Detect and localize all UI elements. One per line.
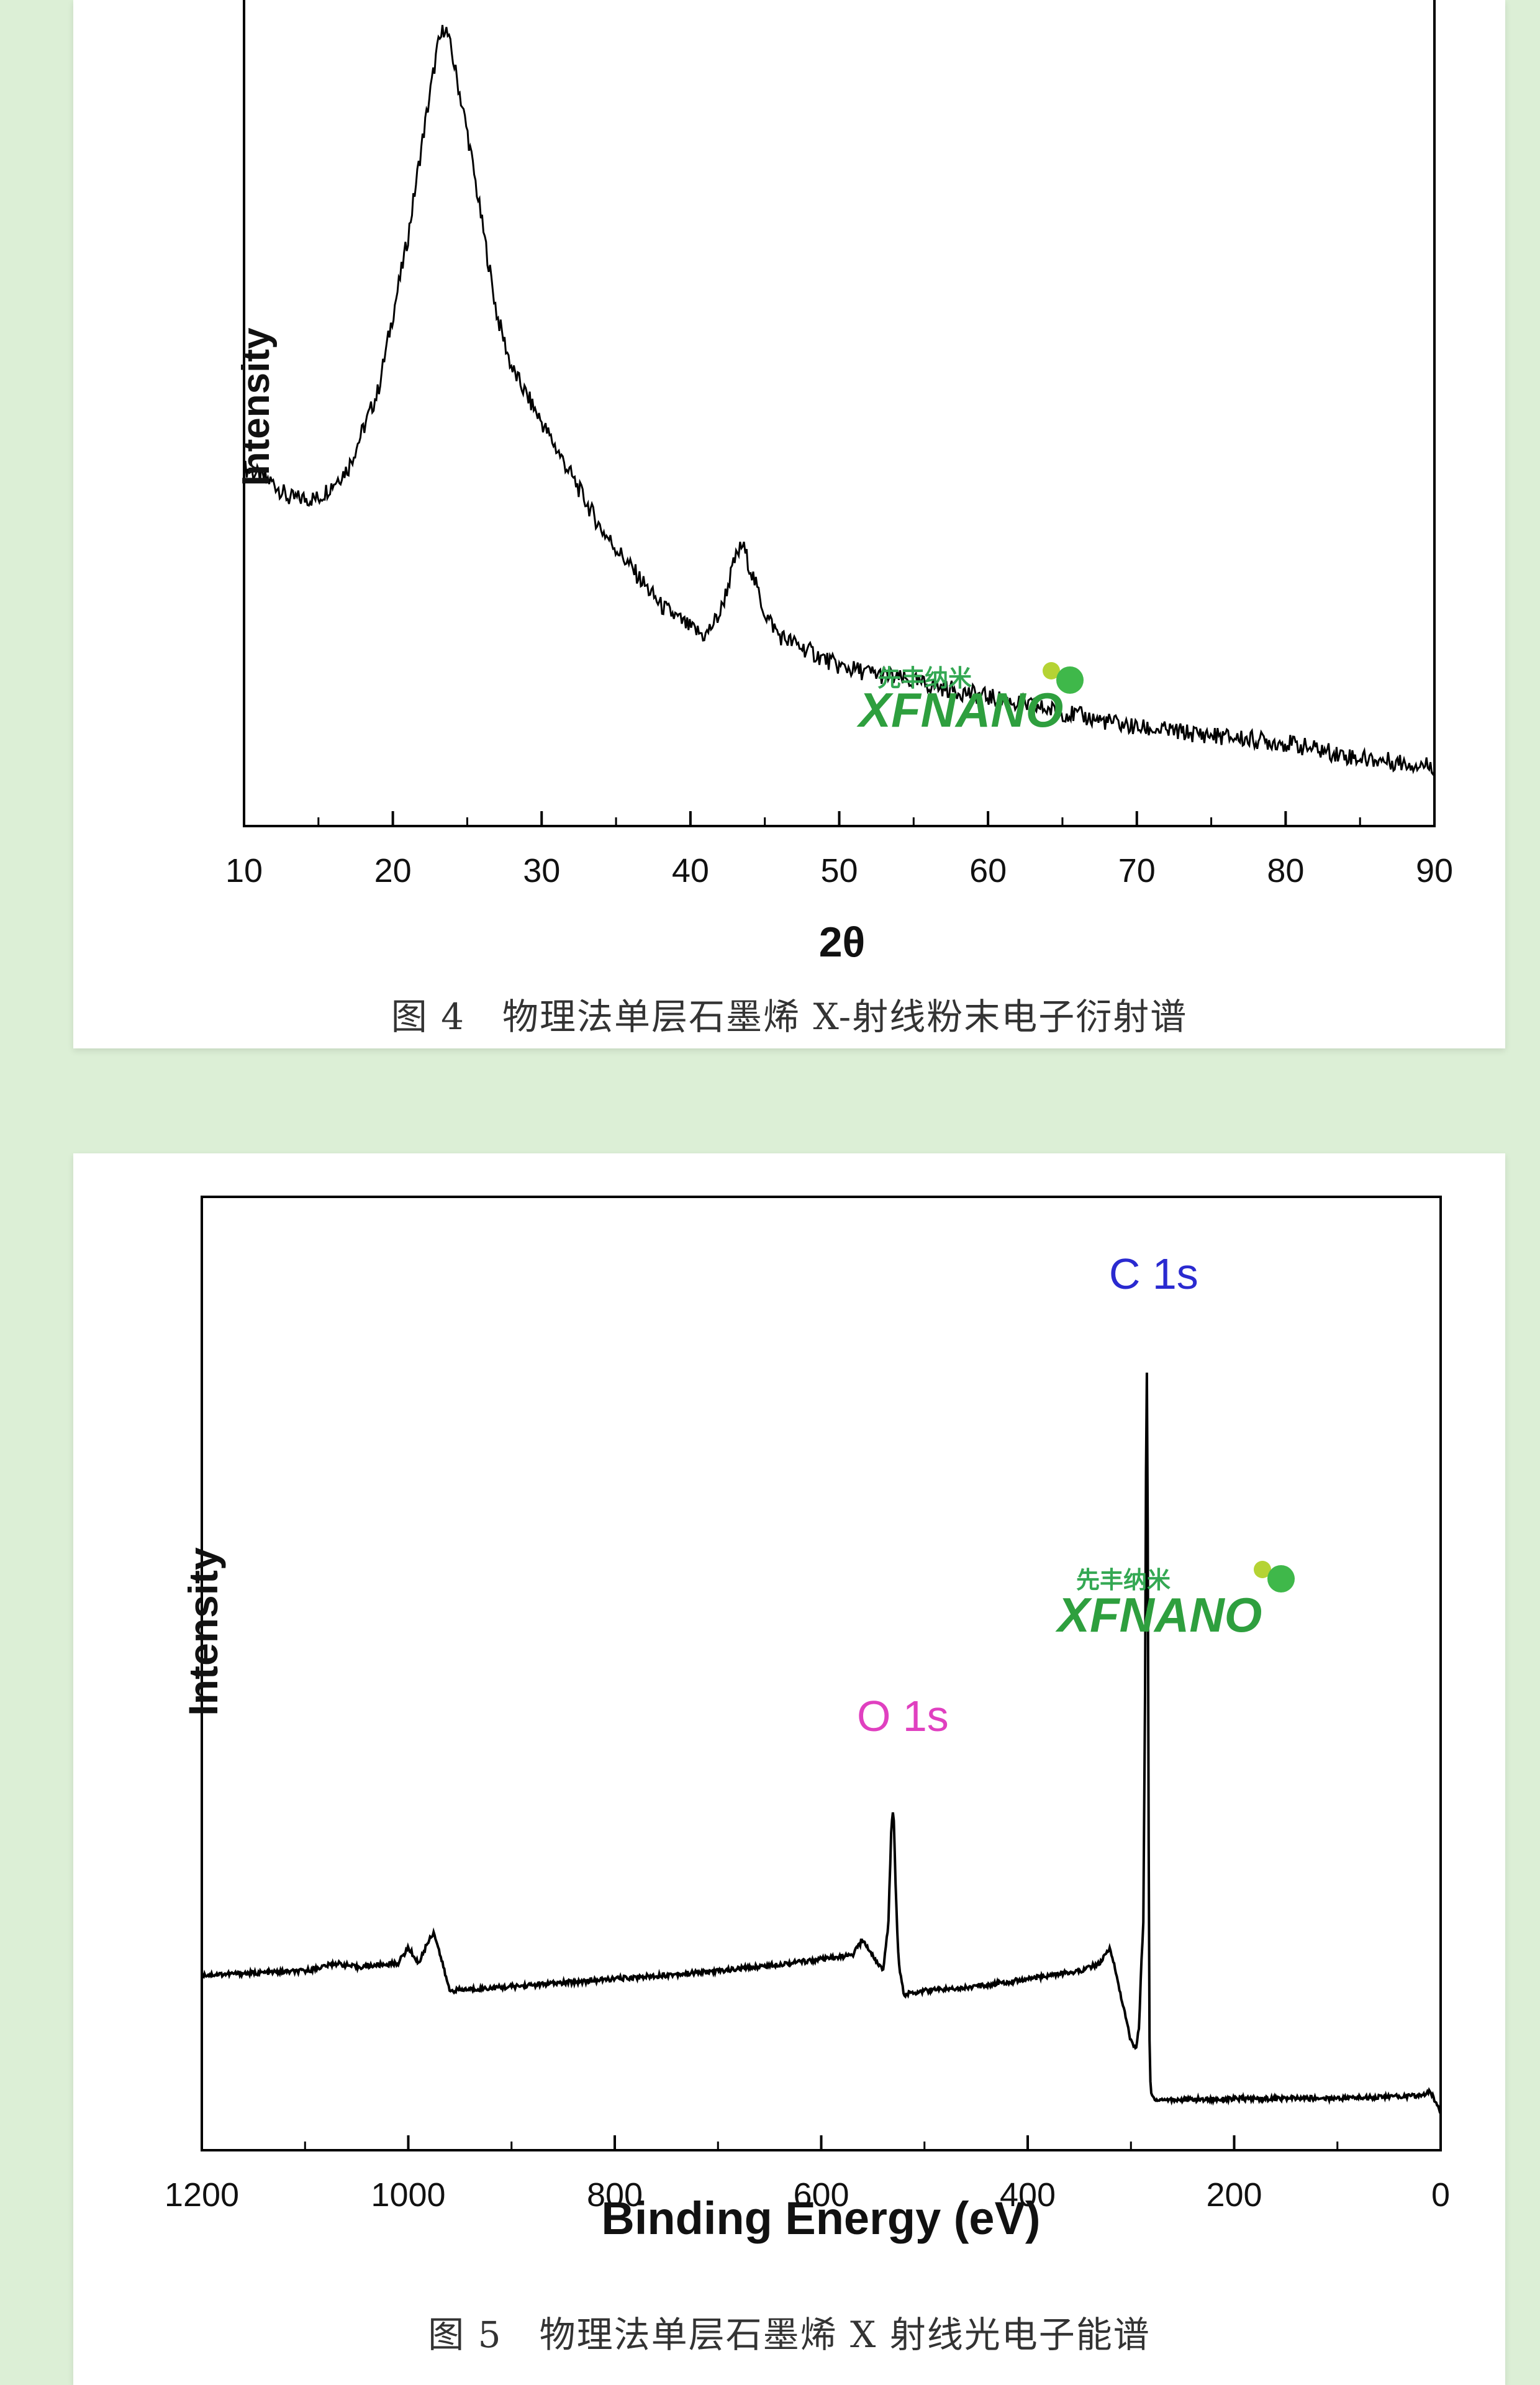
- x-tick-label: 80: [1267, 852, 1304, 889]
- x-tick-label: 800: [587, 2176, 643, 2214]
- x-tick-label: 60: [969, 852, 1007, 889]
- watermark-top-text: 先丰纳米: [1076, 1566, 1171, 1594]
- xps-series-line: [201, 1372, 1441, 2114]
- xrd-x-axis-label: 2θ: [819, 919, 866, 966]
- xps-y-axis-label: Intensity: [180, 1547, 226, 1716]
- x-tick-label: 20: [374, 852, 412, 889]
- xps-plot-frame: [201, 1196, 1442, 2151]
- xrd-series-line: [243, 25, 1436, 777]
- x-tick-label: 30: [523, 852, 560, 889]
- x-tick-label: 10: [225, 852, 263, 889]
- watermark-top-text: 先丰纳米: [877, 665, 972, 692]
- xrd-figure-card: 10 20 30 40 50 60 70 80 90 先丰纳米 XFNANO 2θ Intens…: [73, 0, 1505, 1048]
- xrd-chart: 10 20 30 40 50 60 70 80 90 先丰纳米 XFNANO 2θ Intens…: [225, 0, 1453, 966]
- watermark-logo: 先丰纳米 XFNANO: [856, 662, 1084, 737]
- xps-figure-caption: 图 5 物理法单层石墨烯 X 射线光电子能谱: [428, 2314, 1151, 2356]
- x-tick-label: 200: [1206, 2176, 1262, 2214]
- xps-chart: 1200 1000 800 600 400 200 0 O 1s C 1s 先丰纳米 XFN…: [165, 1196, 1450, 2244]
- x-tick-label: 50: [820, 852, 858, 889]
- watermark-logo: 先丰纳米 XFNANO: [1055, 1561, 1295, 1642]
- x-tick-label: 40: [672, 852, 709, 889]
- x-tick-label: 400: [1000, 2176, 1056, 2214]
- x-tick-label: 1200: [165, 2176, 239, 2214]
- x-tick-label: 1000: [371, 2176, 445, 2214]
- x-tick-label: 90: [1416, 852, 1453, 889]
- xrd-y-axis-label: Intensity: [235, 327, 278, 486]
- xps-figure-card: 1200 1000 800 600 400 200 0 O 1s C 1s 先丰纳米 XFN…: [73, 1153, 1505, 2385]
- x-tick-label: 600: [793, 2176, 849, 2214]
- xrd-plot-frame: [243, 0, 1436, 827]
- c1s-peak-label: C 1s: [1109, 1250, 1198, 1298]
- watermark-main-text: XFNANO: [1055, 1588, 1262, 1642]
- xps-x-axis-label: Binding Energy (eV): [601, 2192, 1040, 2244]
- watermark-main-text: XFNANO: [856, 683, 1063, 737]
- x-tick-label: 0: [1431, 2176, 1450, 2214]
- o1s-peak-label: O 1s: [857, 1692, 949, 1740]
- x-tick-label: 70: [1118, 852, 1156, 889]
- xrd-figure-caption: 图 4 物理法单层石墨烯 X-射线粉末电子衍射谱: [391, 996, 1188, 1038]
